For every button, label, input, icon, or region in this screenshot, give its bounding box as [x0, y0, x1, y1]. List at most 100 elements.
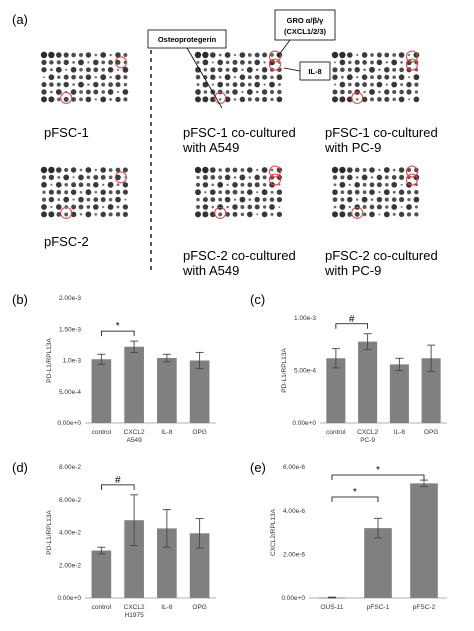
y-tick-label: 4.00e-6 [283, 508, 305, 515]
blot-dot [254, 196, 260, 203]
blot-dot [406, 167, 412, 173]
blot-dot [332, 211, 338, 218]
blot-dot [378, 191, 381, 194]
blot-dot [392, 89, 397, 95]
blot-dot [347, 167, 353, 173]
blot-dot [414, 205, 418, 209]
blot-dot [217, 81, 223, 88]
blot-dot [202, 211, 209, 218]
blot-dot [347, 82, 352, 87]
blot-dot [86, 182, 91, 187]
blot-dot [339, 181, 346, 188]
blot-dot [124, 198, 127, 201]
blot-dot [78, 81, 84, 88]
blot-dot [100, 174, 106, 180]
blot-dot [361, 52, 368, 58]
blot-dot [123, 82, 128, 87]
chart-panel-b: (b) 0.00e+0 5.00e-4 1.0e-3 1.50e-3 2.00e-3 PD-… [12, 292, 216, 444]
blot-dot [70, 66, 77, 73]
blot-dot [115, 196, 121, 203]
blot-dot [333, 183, 337, 187]
blot-dot [109, 53, 112, 57]
blot-dot [254, 97, 260, 102]
blot-dot [400, 83, 404, 87]
gro-highlight [114, 56, 127, 69]
blot-dot [398, 167, 405, 173]
gro-highlight [268, 165, 281, 178]
blot-dot [332, 96, 338, 103]
blot-dot [211, 83, 214, 86]
blot-dot [332, 189, 338, 196]
blot-dot [232, 211, 238, 217]
blot-dot [48, 196, 55, 203]
blot-dot [101, 82, 106, 87]
blot-dot [85, 52, 92, 58]
blot-dot [224, 174, 231, 181]
blot-dot [261, 211, 268, 218]
callout-gro-line1: GRO α/β/γ [287, 16, 325, 25]
blot-dot [102, 205, 105, 209]
blot-dot [71, 96, 77, 102]
category-label: OPG [424, 429, 438, 436]
blot-dot [107, 89, 114, 95]
panel-letter: (d) [12, 460, 28, 475]
blot-dot [414, 90, 419, 94]
callout-gro-box [274, 9, 336, 41]
blot-5-label-line-1: pFSC-2 co-cultured [183, 248, 296, 263]
blot-dot [202, 204, 209, 210]
blot-dot [270, 97, 274, 102]
blot-dot [79, 97, 83, 102]
y-axis-title: PD-L1/RPL13A [46, 510, 53, 555]
blot-dot [86, 197, 91, 202]
blot-dot [55, 89, 62, 95]
blot-dot [383, 167, 390, 173]
blot-dot [226, 183, 229, 187]
blot-dot [87, 61, 90, 64]
blot-dot [233, 75, 237, 79]
blot-dot [276, 96, 283, 103]
blot-dot [240, 182, 245, 187]
blot-dot [78, 182, 84, 188]
blot-dot [115, 82, 121, 88]
blot-dot [225, 82, 230, 87]
blot-dot [202, 81, 209, 88]
blot-dot [48, 166, 55, 174]
blot-dot [339, 204, 346, 210]
category-label: control [92, 429, 112, 436]
blot-dot [413, 74, 420, 81]
chart-panel-d: (d) 0.00e+0 2.00e-2 4.00e-2 6.00e-2 8.00e-2 PD… [12, 460, 216, 619]
blot-dot [94, 190, 98, 194]
blot-dot [363, 68, 366, 72]
gro-highlight [114, 171, 127, 184]
blot-dot [101, 90, 106, 94]
blot-dot [407, 76, 411, 79]
blot-dot [232, 67, 238, 73]
blot-dot [79, 168, 83, 172]
blot-dot [339, 59, 346, 66]
blot-dot [101, 67, 106, 72]
osteoprotegerin-highlight [351, 91, 364, 104]
blot-dot [369, 211, 375, 218]
blot-dot [42, 190, 46, 194]
blot-dot [348, 183, 351, 186]
blot-dot [254, 59, 260, 66]
blot-dot [378, 68, 381, 72]
blot-dot [71, 52, 76, 58]
blot-dot [48, 96, 55, 103]
x-axis-title: H1975 [125, 612, 145, 619]
blot-dot [93, 197, 99, 203]
blot-dot [407, 197, 411, 202]
blot-dot [71, 74, 76, 80]
blot-dot [384, 175, 389, 180]
blot-dot [210, 52, 216, 58]
blot-dot [233, 198, 237, 201]
category-label: CXCL2 [124, 429, 145, 436]
blot-dot [48, 74, 55, 81]
blot-dot [334, 61, 336, 64]
blot-dot [70, 89, 77, 95]
blot-dot [63, 196, 70, 203]
blot-dot [225, 167, 231, 173]
blot-dot [202, 182, 209, 188]
